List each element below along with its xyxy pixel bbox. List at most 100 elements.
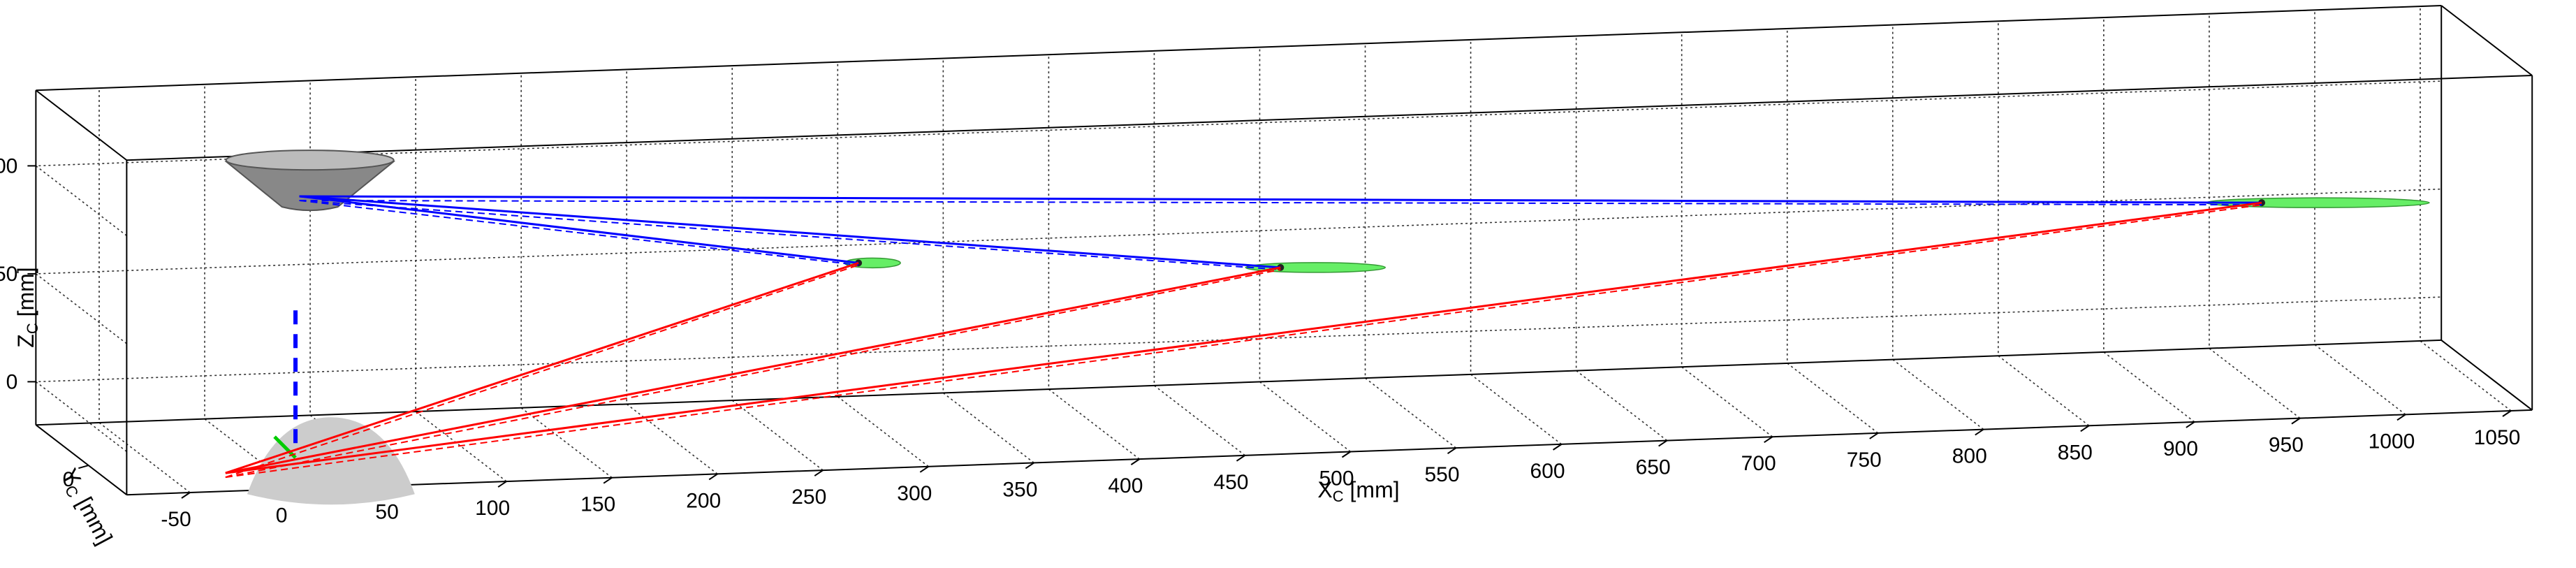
grid-line-x-100 <box>415 77 507 482</box>
x-tick-label-350: 350 <box>1002 478 1037 501</box>
x-tick-mark-150 <box>603 476 613 484</box>
x-tick-mark-750 <box>1869 432 1879 439</box>
box-front-bottom-edge <box>126 409 2533 496</box>
x-tick-label-600: 600 <box>1530 460 1565 483</box>
x-tick-label-100: 100 <box>475 497 510 520</box>
x-tick-label-450: 450 <box>1213 471 1248 494</box>
ray-series0-segment-0-pair <box>299 199 859 266</box>
grid-line-x-500 <box>1259 47 1351 453</box>
bounding-box <box>27 4 2533 499</box>
ray-series1-segment-2 <box>225 201 2262 474</box>
x-axis-title: XC [mm] <box>1317 477 1399 505</box>
x-tick-label-1000: 1000 <box>2369 430 2415 453</box>
x-tick-label-650: 650 <box>1636 456 1671 479</box>
grid-line-x-350 <box>942 58 1034 464</box>
ray-series1-segment-1-pair <box>225 268 1281 479</box>
z-tick-label-50: 50 <box>0 263 17 286</box>
scene-objects <box>224 150 2430 505</box>
x-tick-label-1050: 1050 <box>2474 426 2521 449</box>
x-tick-label-400: 400 <box>1108 474 1143 497</box>
x-tick-label-850: 850 <box>2058 441 2093 464</box>
x-tick-mark-500 <box>1341 451 1352 458</box>
grid-line-x--50 <box>98 88 191 493</box>
box-right-top-depth-edge <box>2440 5 2533 76</box>
grid <box>34 6 2512 493</box>
x-tick-mark-400 <box>1130 458 1140 465</box>
ray-series1-segment-2-pair <box>225 204 2262 479</box>
x-tick-label-500: 500 <box>1319 467 1354 490</box>
ray-lines <box>225 195 2262 479</box>
box-back-top-edge <box>36 4 2442 92</box>
x-tick-label-300: 300 <box>897 482 932 505</box>
x-tick-label-550: 550 <box>1425 463 1460 486</box>
top-mirror-rim <box>225 150 395 171</box>
x-tick-label-900: 900 <box>2163 437 2198 460</box>
grid-line-x-1000 <box>2314 10 2406 415</box>
ray-series0-segment-1-pair <box>299 199 1281 270</box>
x-tick-mark-100 <box>497 481 507 488</box>
box-left-bottom-depth-edge <box>35 424 127 495</box>
box-back-bottom-edge <box>36 339 2442 426</box>
grid-line-x-150 <box>520 73 613 479</box>
grid-line-x-0 <box>204 84 296 490</box>
x-tick-label-50: 50 <box>375 500 398 523</box>
x-tick-mark-800 <box>1975 428 1984 436</box>
x-tick-mark-1050 <box>2502 410 2512 417</box>
z-tick-label-100: 100 <box>0 154 17 177</box>
grid-line-x-650 <box>1575 36 1668 442</box>
y-tick-label-0: 0 <box>63 468 75 491</box>
x-tick-mark-350 <box>1025 462 1034 469</box>
x-tick-mark-600 <box>1553 444 1563 451</box>
box-left-top-depth-edge <box>35 89 127 161</box>
z-tick-label-0: 0 <box>6 370 18 393</box>
x-tick-label-0: 0 <box>276 504 288 527</box>
y-tick-mark-0 <box>78 465 89 469</box>
x-tick-mark--50 <box>181 492 191 499</box>
z-axis-title: ZC [mm] <box>13 267 41 347</box>
ray-series1-segment-1 <box>225 266 1281 474</box>
x-tick-label-950: 950 <box>2269 434 2304 457</box>
grid-line-x-800 <box>1891 24 1984 430</box>
grid-line-z-0 <box>34 296 2442 453</box>
x-tick-mark-950 <box>2291 417 2301 425</box>
grid-line-x-400 <box>1048 54 1140 460</box>
x-tick-mark-900 <box>2186 421 2195 428</box>
x-tick-mark-300 <box>919 465 929 473</box>
grid-line-x-200 <box>626 69 718 475</box>
grid-line-x-600 <box>1470 39 1563 445</box>
grid-line-x-1050 <box>2420 6 2512 412</box>
x-tick-mark-650 <box>1658 439 1668 447</box>
x-tick-mark-550 <box>1447 447 1457 455</box>
x-tick-label-200: 200 <box>686 489 721 512</box>
x-tick-mark-450 <box>1236 454 1246 462</box>
y-axis-title: YC [mm] <box>54 465 117 550</box>
grid-line-x-300 <box>837 61 929 467</box>
x-tick-mark-1000 <box>2396 414 2406 421</box>
grid-line-x-450 <box>1153 50 1245 456</box>
grid-line-z-100 <box>34 80 2442 237</box>
ray-series0-segment-2-pair <box>299 199 2262 206</box>
x-tick-label-750: 750 <box>1847 449 1882 472</box>
x-tick-mark-700 <box>1764 436 1773 444</box>
grid-line-x-700 <box>1681 32 1773 437</box>
grid-line-x-900 <box>2103 17 2195 423</box>
grid-line-x-950 <box>2209 13 2301 419</box>
box-front-top-edge <box>126 74 2533 161</box>
ray-series1-segment-0 <box>225 261 859 474</box>
x-tick-mark-250 <box>814 469 824 476</box>
tick-labels: -50 0 50 100 150 200 250 300 350 400 450 500 550 600 6… <box>0 154 2520 531</box>
x-tick-label-150: 150 <box>580 493 615 516</box>
bottom-mirror-dome <box>247 417 415 505</box>
x-tick-label--50: -50 <box>161 508 191 531</box>
ray-series0-segment-1 <box>299 195 1281 269</box>
grid-line-x-750 <box>1786 28 1879 434</box>
grid-line-x-550 <box>1364 43 1457 449</box>
x-tick-label-800: 800 <box>1952 445 1987 468</box>
x-tick-label-700: 700 <box>1741 452 1776 475</box>
grid-line-x-850 <box>1998 21 2090 426</box>
x-tick-mark-200 <box>708 473 718 481</box>
box-right-bottom-depth-edge <box>2440 340 2533 411</box>
x-tick-label-250: 250 <box>791 486 826 509</box>
grid-line-x-250 <box>731 66 824 471</box>
